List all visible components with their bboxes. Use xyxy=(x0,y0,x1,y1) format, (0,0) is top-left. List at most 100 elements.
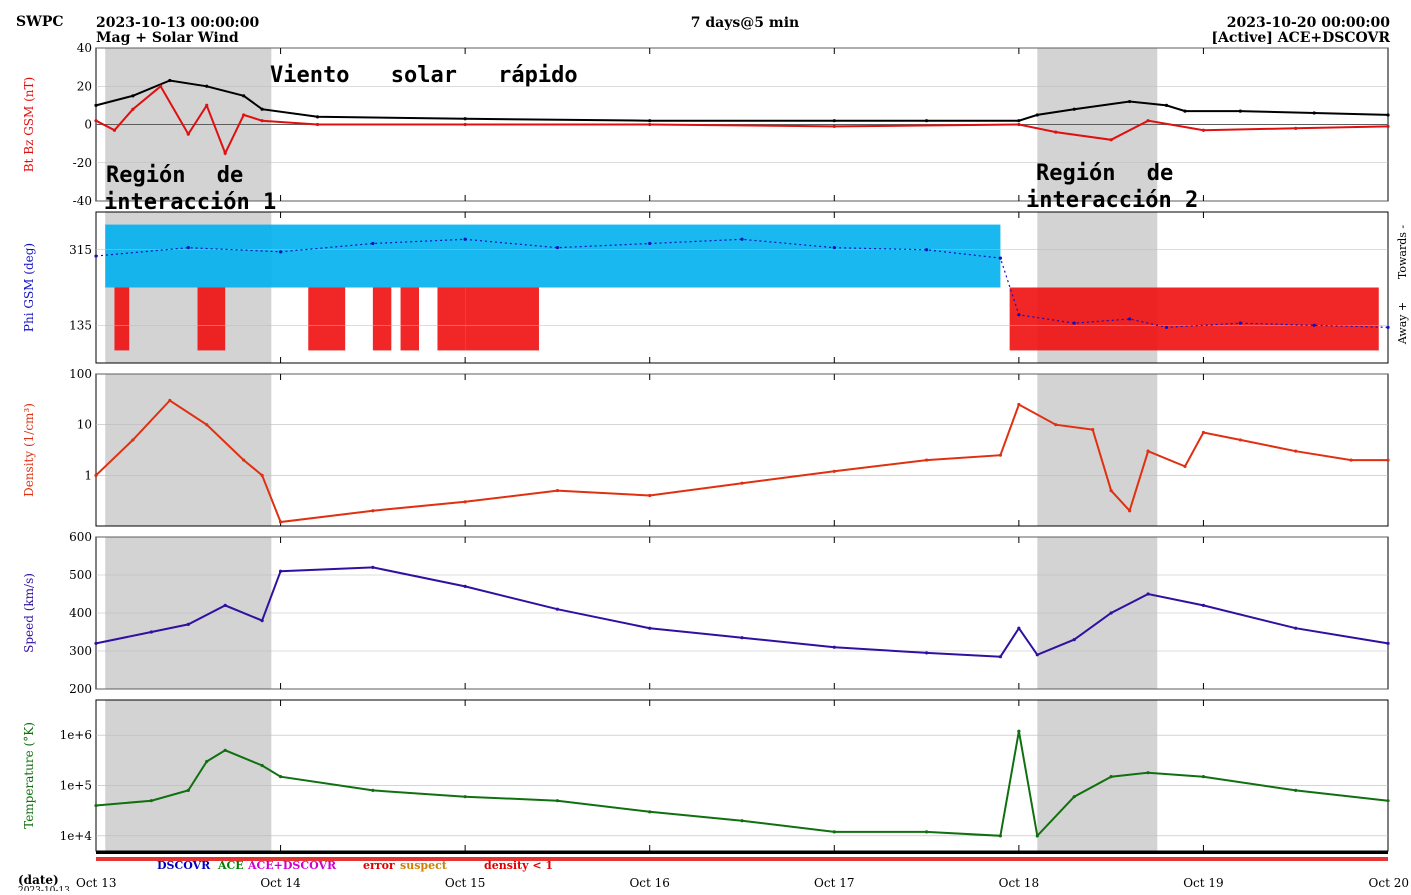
point-bz xyxy=(1054,130,1058,134)
y-tick-label: 20 xyxy=(77,79,92,93)
point-bt xyxy=(260,107,264,111)
series-speed xyxy=(95,566,1389,658)
point-temperature xyxy=(186,788,190,792)
point-phi xyxy=(832,246,836,250)
point-phi xyxy=(278,250,283,254)
point-density xyxy=(168,398,172,403)
point-bt xyxy=(94,103,98,107)
panel-density: 100 10 1 Density (1/cm³) xyxy=(22,367,1390,527)
point-speed xyxy=(998,655,1003,659)
shaded-region-2 xyxy=(1037,700,1158,851)
point-bt xyxy=(131,94,135,98)
shaded-region-1 xyxy=(105,374,272,526)
header-end: 2023-10-20 00:00:00 xyxy=(1227,15,1390,31)
y-axis-label: Phi GSM (deg) xyxy=(22,243,36,332)
point-speed xyxy=(1072,638,1076,642)
point-phi xyxy=(1164,325,1169,329)
y-tick-label: -40 xyxy=(73,194,92,208)
point-speed xyxy=(924,651,929,655)
point-speed xyxy=(1109,611,1113,615)
status-bar-error xyxy=(96,857,1388,861)
y-tick-label: 400 xyxy=(69,606,92,620)
point-phi xyxy=(1072,321,1076,325)
point-bt xyxy=(1164,103,1169,107)
point-density xyxy=(1238,438,1242,442)
x-tick-label: Oct 17 xyxy=(814,876,854,890)
annotation-region1-line1: Región de xyxy=(106,163,243,188)
header-resolution: 7 days@5 min xyxy=(691,15,799,31)
y-tick-label: 1e+6 xyxy=(60,728,92,742)
header-source: [Active] ACE+DSCOVR xyxy=(1211,30,1390,46)
y-tick-label: 300 xyxy=(69,644,92,658)
point-density xyxy=(1183,464,1187,469)
y-tick-label: 135 xyxy=(69,318,92,332)
y-axis-label: Temperature (°K) xyxy=(22,722,36,829)
point-density xyxy=(463,500,467,504)
point-speed xyxy=(223,603,227,608)
away-segment-4 xyxy=(372,287,392,351)
point-speed xyxy=(1146,592,1150,596)
point-density xyxy=(1128,509,1132,513)
point-speed xyxy=(371,565,375,570)
legend-item: density < 1 xyxy=(484,859,553,872)
series-phi xyxy=(95,238,1389,328)
point-bz xyxy=(648,122,652,127)
point-temperature xyxy=(924,830,929,834)
point-phi xyxy=(94,254,98,258)
point-density xyxy=(131,438,135,442)
point-speed xyxy=(555,607,560,611)
point-bz xyxy=(242,113,246,117)
legend-item: suspect xyxy=(400,859,448,872)
legend: DSCOVR ACE ACE+DSCOVR error suspect density <… xyxy=(157,859,553,872)
legend-item: DSCOVR xyxy=(157,859,211,872)
point-phi xyxy=(1128,317,1132,321)
x-tick-label: Oct 19 xyxy=(1183,876,1223,890)
point-speed xyxy=(1386,641,1390,646)
y-tick-label: 600 xyxy=(69,530,92,544)
panel-mag: 40 20 0 -20 -40 Bt Bz GSM (nT) xyxy=(22,41,1390,208)
point-phi xyxy=(186,246,190,250)
towards-band xyxy=(105,224,1001,288)
point-bt xyxy=(1183,109,1187,113)
right-label-towards: Towards - xyxy=(1396,225,1409,280)
point-bt xyxy=(1312,111,1316,115)
panel-frame xyxy=(95,211,1389,364)
point-phi xyxy=(998,256,1003,260)
point-density xyxy=(1017,402,1021,407)
point-temperature xyxy=(205,759,209,764)
point-phi xyxy=(924,248,929,252)
point-speed xyxy=(278,569,283,573)
x-tick-label: Oct 13 xyxy=(76,876,116,890)
point-bt xyxy=(1017,119,1021,123)
point-phi xyxy=(555,246,560,250)
series-bt xyxy=(95,79,1389,122)
point-speed xyxy=(463,584,467,589)
point-phi xyxy=(648,241,652,246)
point-temperature xyxy=(648,810,652,814)
point-temperature xyxy=(1386,799,1390,803)
point-temperature xyxy=(278,775,283,779)
series-bz xyxy=(95,84,1389,156)
point-bz xyxy=(1017,122,1021,127)
point-density xyxy=(1201,430,1206,435)
legend-item: error xyxy=(363,859,395,872)
point-bz xyxy=(832,124,836,129)
point-bz xyxy=(315,122,320,127)
y-tick-label: 40 xyxy=(77,41,92,55)
point-bt xyxy=(205,84,209,88)
point-temperature xyxy=(1109,775,1113,779)
away-segment-1 xyxy=(114,287,130,351)
point-phi xyxy=(1386,325,1390,329)
point-speed xyxy=(260,619,264,623)
point-bz xyxy=(159,84,163,88)
point-speed xyxy=(1017,626,1021,630)
point-temperature xyxy=(1017,729,1021,733)
point-temperature xyxy=(1294,788,1298,792)
annotation-fast-wind: Viento solar rápido xyxy=(270,63,578,88)
point-bz xyxy=(1109,138,1113,142)
away-band xyxy=(1009,287,1379,351)
point-bt xyxy=(1386,113,1390,117)
